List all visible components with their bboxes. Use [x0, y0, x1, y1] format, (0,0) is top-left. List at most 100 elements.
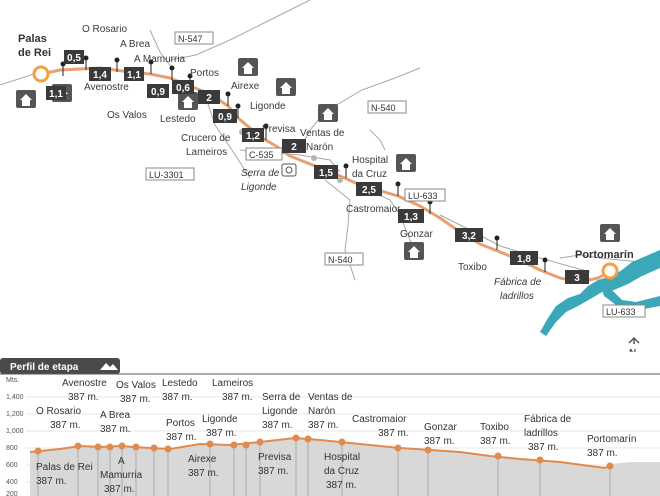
mountain-icon: [100, 363, 118, 370]
place-serra-line-1: Serra de: [241, 168, 280, 179]
prof-serra-name-1: Serra de: [262, 392, 301, 403]
svg-text:0,9: 0,9: [151, 87, 165, 98]
y-tick: 600: [6, 462, 18, 469]
prof-avenostre-elev: 387 m.: [68, 392, 99, 403]
place-labels: Palas de Rei Portomarín O Rosario A Brea…: [18, 24, 634, 302]
place-a-mamurria: A Mamurria: [134, 54, 186, 65]
y-tick: 400: [6, 479, 18, 486]
place-ligonde: Ligonde: [250, 101, 286, 112]
prof-fabrica-elev: 387 m.: [528, 442, 559, 453]
y-tick: 200: [6, 491, 18, 496]
place-serra-line-2: Ligonde: [241, 182, 277, 193]
distance-box: 3,2: [455, 228, 483, 242]
place-a-brea: A Brea: [120, 39, 150, 50]
prof-gonzar-name: Gonzar: [424, 422, 457, 433]
prof-previsa-elev: 387 m.: [258, 466, 289, 477]
place-gonzar: Gonzar: [400, 229, 433, 240]
svg-text:N-547: N-547: [178, 34, 203, 44]
place-toxibo: Toxibo: [458, 262, 487, 273]
distance-boxes: 0,5 1,4 1,1 1,1 0,9 0,6 2 0,9 1,2 2 1,5 …: [46, 50, 589, 284]
distance-box: 1,8: [510, 251, 538, 265]
prof-palas-name: Palas de Rei: [36, 462, 93, 473]
prof-lestedo-name: Lestedo: [162, 378, 198, 389]
prof-o-rosario-elev: 387 m.: [50, 420, 81, 431]
profile-tab: Perfil de etapa: [0, 358, 660, 375]
prof-hospital-name-1: Hospital: [324, 452, 360, 463]
elevation-profile: Perfil de etapa Mts. 1,400 1,200 1,000 8…: [0, 358, 660, 496]
place-castromaior: Castromaior: [346, 204, 401, 215]
prof-toxibo-elev: 387 m.: [480, 436, 511, 447]
prof-a-brea-name: A Brea: [100, 410, 130, 421]
prof-ventas-elev: 387 m.: [308, 420, 339, 431]
svg-text:1,5: 1,5: [319, 168, 333, 179]
svg-text:0,6: 0,6: [176, 83, 190, 94]
y-tick: 800: [6, 445, 18, 452]
prof-os-valos-name: Os Valos: [116, 380, 156, 391]
prof-fabrica-name-1: Fábrica de: [524, 414, 572, 425]
prof-serra-name-2: Ligonde: [262, 406, 298, 417]
svg-text:N-540: N-540: [371, 103, 396, 113]
svg-text:3: 3: [574, 273, 580, 284]
prof-gonzar-elev: 387 m.: [424, 436, 455, 447]
distance-box: 1,1: [46, 86, 66, 100]
y-unit: Mts.: [6, 377, 19, 384]
road-label-n540-bottom: N-540: [324, 252, 364, 266]
start-label-line-1: Palas: [18, 33, 47, 45]
place-crucero-line-2: Lameiros: [186, 147, 227, 158]
prof-lameiros-elev: 387 m.: [222, 392, 253, 403]
profile-dots: [34, 434, 614, 470]
hostel-icon: [238, 58, 258, 76]
place-lestedo: Lestedo: [160, 114, 196, 125]
prof-mamurria-name-2: Mamurria: [100, 470, 143, 481]
prof-ventas-name-1: Ventas de: [308, 392, 353, 403]
hostel-icon: [404, 242, 424, 260]
distance-box: 1,1: [124, 67, 144, 81]
svg-text:2: 2: [206, 93, 212, 104]
place-portos: Portos: [190, 68, 219, 79]
distance-box: 2,5: [356, 182, 382, 196]
hostel-icon: [178, 92, 198, 110]
start-marker: [32, 65, 50, 83]
hostel-icon: [318, 104, 338, 122]
distance-box: 0,9: [213, 109, 237, 123]
prof-o-rosario-name: O Rosario: [36, 406, 81, 417]
start-label-line-2: de Rei: [18, 47, 51, 59]
y-tick: 1,200: [6, 411, 24, 418]
prof-mamurria-name-1: A: [118, 456, 125, 467]
place-fabrica-line-2: ladrillos: [500, 291, 534, 302]
distance-box: 3: [565, 270, 589, 284]
svg-text:C-535: C-535: [249, 150, 274, 160]
prof-hospital-name-2: da Cruz: [324, 466, 359, 477]
hostel-icon: [600, 224, 620, 242]
svg-text:2: 2: [291, 142, 297, 153]
profile-labels-top: O Rosario 387 m. Avenostre 387 m. Os Val…: [36, 378, 636, 459]
road-label-n547: N-547: [174, 31, 214, 45]
prof-portos-name: Portos: [166, 418, 195, 429]
svg-text:1,4: 1,4: [93, 70, 107, 81]
road-network: [0, 0, 641, 281]
road-label-lu633-bottom: LU-633: [602, 304, 646, 318]
svg-text:1,8: 1,8: [517, 254, 531, 265]
house-icons: [16, 58, 620, 260]
stage-map: Palas de Rei Portomarín O Rosario A Brea…: [0, 0, 660, 352]
prof-lestedo-elev: 387 m.: [162, 392, 193, 403]
prof-a-brea-elev: 387 m.: [100, 424, 131, 435]
place-crucero-line-1: Crucero de: [181, 133, 231, 144]
place-os-valos: Os Valos: [107, 110, 147, 121]
prof-lameiros-name: Lameiros: [212, 378, 253, 389]
place-fabrica-line-1: Fábrica de: [494, 277, 542, 288]
prof-mamurria-elev: 387 m.: [104, 484, 135, 495]
prof-os-valos-elev: 387 m.: [120, 394, 151, 405]
y-tick: 1,000: [6, 428, 24, 435]
distance-box: 1,3: [398, 209, 424, 223]
distance-box: 1,4: [89, 67, 111, 81]
hostel-icon: [16, 90, 36, 108]
prof-palas-elev: 387 m.: [36, 476, 67, 487]
svg-text:2,5: 2,5: [362, 185, 376, 196]
svg-text:LU-633: LU-633: [606, 307, 636, 317]
profile-terrain: [30, 438, 660, 496]
svg-text:1,1: 1,1: [127, 70, 141, 81]
road-label-n540-top: N-540: [367, 100, 407, 114]
svg-text:1,3: 1,3: [404, 212, 418, 223]
prof-previsa-name: Previsa: [258, 452, 292, 463]
